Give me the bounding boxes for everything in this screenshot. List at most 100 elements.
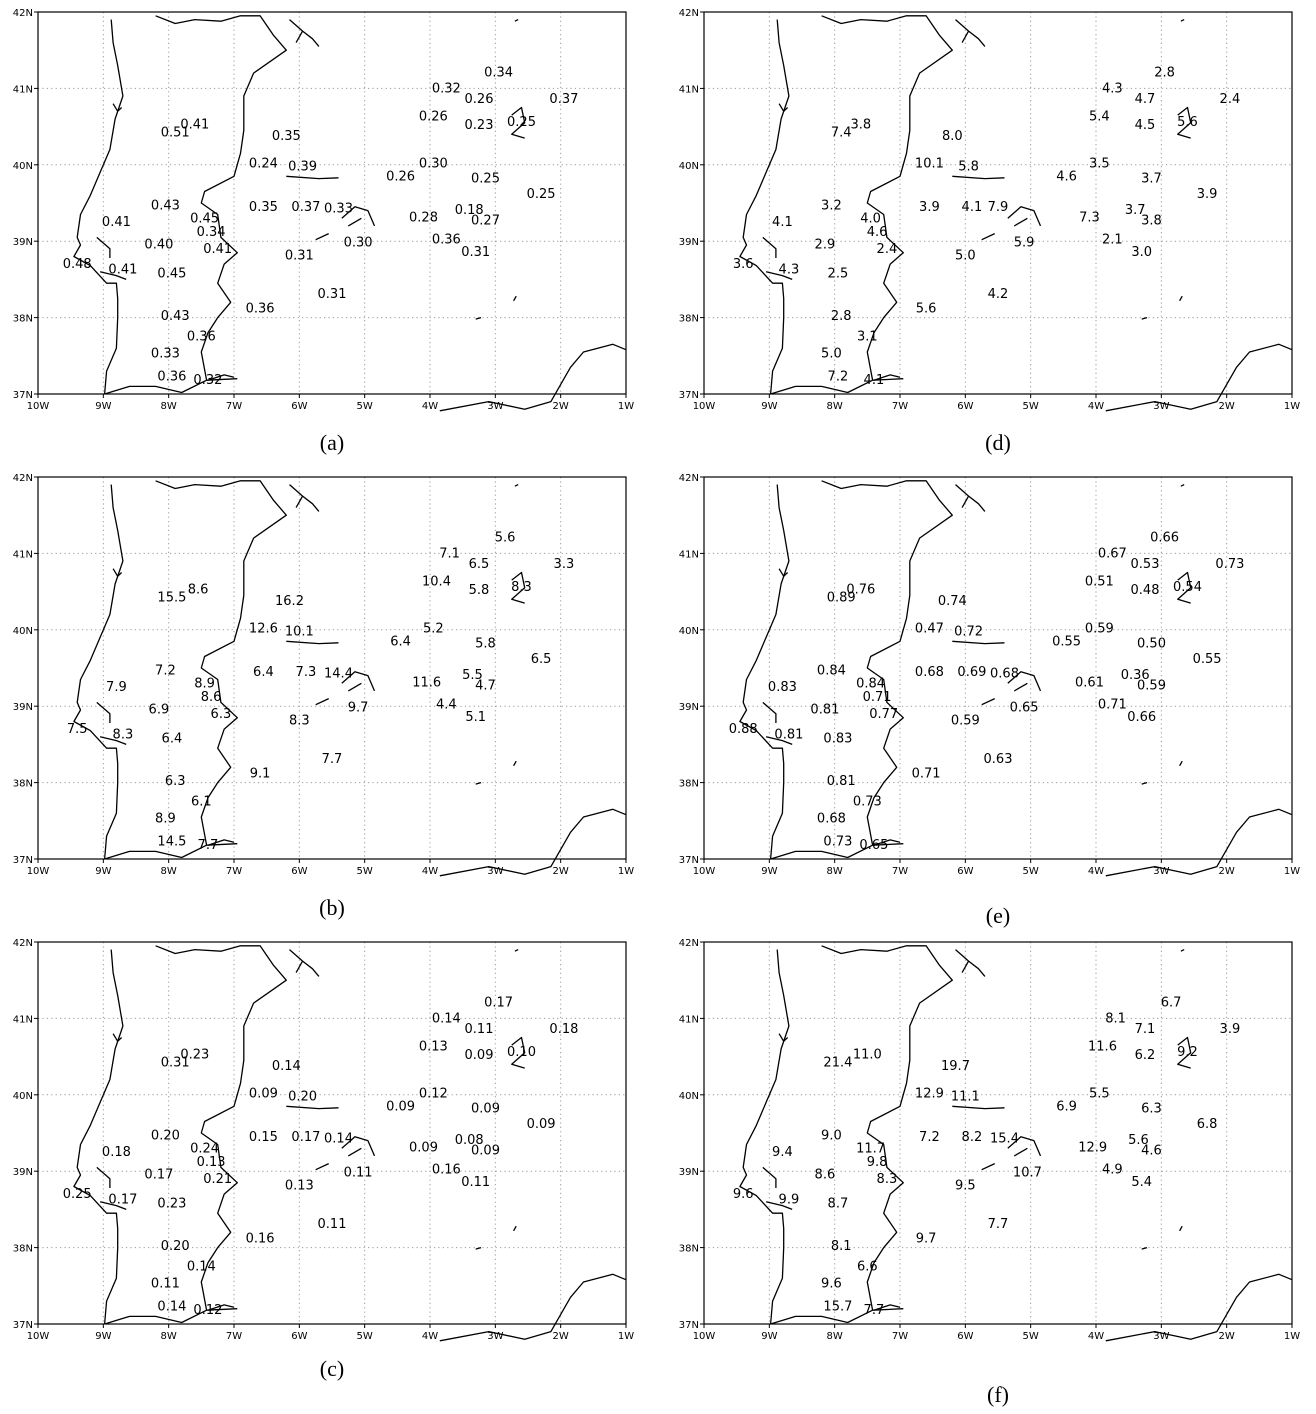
station-value: 3.9 <box>1220 1022 1241 1037</box>
station-value: 0.51 <box>161 126 190 141</box>
lon-tick-label: 5W <box>1023 401 1039 412</box>
station-value: 0.20 <box>288 1089 317 1104</box>
coastline-path <box>1179 760 1183 767</box>
coastlines <box>73 15 627 412</box>
lon-tick-label: 5W <box>357 1331 373 1342</box>
coastline-path <box>1141 316 1148 320</box>
panel-caption-f: (f) <box>987 1382 1009 1407</box>
station-value: 6.4 <box>253 665 274 680</box>
coastline-path <box>1105 343 1293 412</box>
coastline-path <box>475 316 482 320</box>
station-value: 0.81 <box>827 774 856 789</box>
station-value: 6.9 <box>149 702 170 717</box>
station-value: 7.2 <box>828 369 849 384</box>
station-value: 0.83 <box>823 731 852 746</box>
station-value: 7.9 <box>988 200 1009 215</box>
coastline-path <box>1177 106 1192 139</box>
station-value: 0.43 <box>151 198 180 213</box>
station-value: 3.2 <box>821 198 842 213</box>
station-value: 0.35 <box>249 200 278 215</box>
coastline-path <box>778 103 789 112</box>
station-value: 4.9 <box>1102 1163 1123 1178</box>
station-value: 7.7 <box>864 1303 885 1318</box>
station-value: 9.6 <box>733 1187 754 1202</box>
map-svg-b: 10W 9W 8W 7W 6W 5W 4W 3W 2W 1W 37N 38N 39N 40N 41N 42N 5… <box>13 473 634 877</box>
lat-tick-label: 42N <box>13 938 33 949</box>
coastline-path <box>1177 1036 1192 1069</box>
station-value: 7.9 <box>106 680 127 695</box>
panel-caption-b: (b) <box>319 895 345 920</box>
lat-tick-label: 37N <box>679 1320 699 1331</box>
station-value: 7.5 <box>67 722 88 737</box>
coastline-path <box>961 960 970 973</box>
station-value: 16.2 <box>275 594 304 609</box>
map-svg-f: 10W 9W 8W 7W 6W 5W 4W 3W 2W 1W 37N 38N 39N 40N 41N 42N 6… <box>679 938 1300 1342</box>
station-value: 0.26 <box>465 92 494 107</box>
coastline-path <box>955 484 986 512</box>
coastline-path <box>99 736 127 746</box>
lon-tick-label: 10W <box>27 401 50 412</box>
lon-tick-label: 6W <box>291 1331 307 1342</box>
station-value: 4.1 <box>962 200 983 215</box>
station-value: 5.8 <box>958 159 979 174</box>
station-value: 0.45 <box>157 266 186 281</box>
station-value: 0.88 <box>729 722 758 737</box>
lon-tick-label: 4W <box>1088 866 1104 877</box>
station-value: 0.09 <box>527 1117 556 1132</box>
coastline-path <box>873 1304 901 1311</box>
station-value: 7.1 <box>439 546 460 561</box>
lon-tick-label: 10W <box>693 866 716 877</box>
station-value: 0.12 <box>419 1086 448 1101</box>
station-value: 0.17 <box>291 1130 320 1145</box>
lon-tick-label: 2W <box>1219 1331 1235 1342</box>
lon-tick-label: 1W <box>618 401 634 412</box>
station-value: 8.1 <box>831 1239 852 1254</box>
station-value: 8.3 <box>511 580 532 595</box>
coastline-path <box>96 1166 111 1188</box>
lat-tick-label: 40N <box>13 161 33 172</box>
lon-tick-label: 3W <box>487 1331 503 1342</box>
station-value: 0.53 <box>1131 557 1160 572</box>
station-value: 0.09 <box>471 1102 500 1117</box>
station-value: 0.65 <box>1010 701 1039 716</box>
station-value: 9.7 <box>348 701 369 716</box>
station-value: 5.0 <box>821 347 842 362</box>
station-value: 14.5 <box>157 834 186 849</box>
coastline-path <box>778 1033 789 1042</box>
station-value: 0.24 <box>249 156 278 171</box>
station-value: 0.23 <box>465 118 494 133</box>
coastline-path <box>347 217 362 227</box>
coastline-path <box>770 378 904 395</box>
station-value: 0.41 <box>203 242 232 257</box>
lon-tick-label: 7W <box>892 866 908 877</box>
coastline-path <box>315 1163 329 1171</box>
station-value: 0.10 <box>507 1045 536 1060</box>
lon-tick-label: 2W <box>1219 401 1235 412</box>
coastline-path <box>514 484 519 487</box>
station-value: 8.2 <box>962 1130 983 1145</box>
station-value: 10.4 <box>422 575 451 590</box>
coastline-path <box>112 568 123 577</box>
station-value: 9.8 <box>867 1155 888 1170</box>
station-value: 4.4 <box>436 698 457 713</box>
station-value: 0.36 <box>157 369 186 384</box>
station-value: 0.35 <box>272 129 301 144</box>
coastline-path <box>347 682 362 692</box>
coastline-path <box>1007 206 1042 227</box>
station-value: 8.9 <box>155 812 176 827</box>
coastline-path <box>513 760 517 767</box>
station-values: 0.340.320.26 0.370.260.23 0.250.410.51 0.35… <box>63 65 579 388</box>
coastline-path <box>1007 671 1042 692</box>
station-value: 0.09 <box>471 1144 500 1159</box>
lon-tick-label: 7W <box>226 401 242 412</box>
station-value: 0.67 <box>1098 546 1127 561</box>
station-value: 0.13 <box>285 1179 314 1194</box>
map-frame <box>37 11 627 395</box>
lon-tick-label: 3W <box>1153 1331 1169 1342</box>
coastline-path <box>295 960 304 973</box>
station-value: 0.37 <box>549 92 578 107</box>
station-value: 0.37 <box>291 200 320 215</box>
lon-tick-label: 6W <box>291 401 307 412</box>
station-value: 0.71 <box>1098 698 1127 713</box>
lat-tick-label: 40N <box>13 626 33 637</box>
